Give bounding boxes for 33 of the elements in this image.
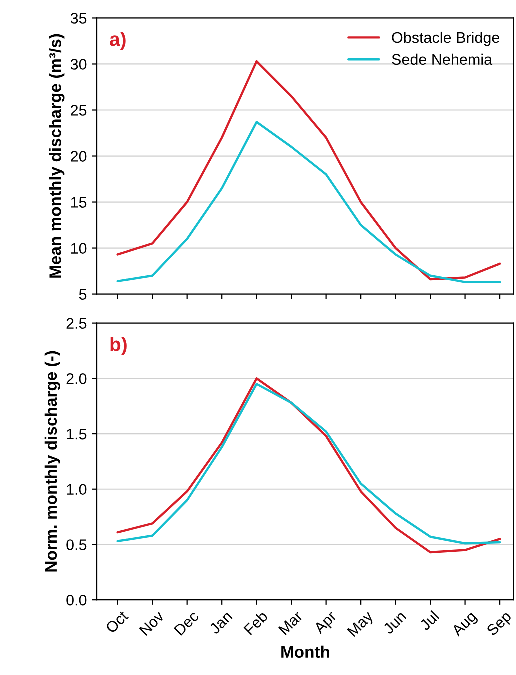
y-axis-title: Norm. monthly discharge (-) bbox=[44, 351, 60, 572]
x-tick-label: Sep bbox=[486, 610, 514, 639]
y-tick-label: 20 bbox=[71, 151, 87, 162]
legend-label: Sede Nehemia bbox=[392, 54, 493, 66]
annotation: b) bbox=[110, 337, 127, 356]
y-tick-label: 0.0 bbox=[66, 594, 87, 606]
x-tick-label: Oct bbox=[105, 610, 130, 634]
x-axis-title: Month bbox=[282, 646, 330, 658]
y-axis-title: Mean monthly discharge (m³/s) bbox=[49, 34, 65, 278]
y-tick-label: 5 bbox=[79, 289, 87, 300]
annotation: a) bbox=[110, 32, 126, 50]
y-tick-label: 0.5 bbox=[66, 540, 87, 550]
x-tick-label: Jan bbox=[208, 610, 233, 635]
x-tick-label: Mar bbox=[278, 610, 304, 636]
x-tick-label: Jun bbox=[382, 610, 407, 635]
x-tick-label: Feb bbox=[243, 610, 269, 636]
y-tick-label: 2.5 bbox=[66, 318, 87, 330]
x-tick-label: Apr bbox=[313, 610, 340, 637]
line-series bbox=[116, 121, 502, 284]
y-tick-label: 30 bbox=[70, 59, 87, 70]
y-tick-label: 35 bbox=[70, 13, 87, 24]
y-tick-label: 15 bbox=[71, 197, 87, 208]
y-tick-label: 2.0 bbox=[66, 374, 87, 384]
x-tick-label: Nov bbox=[139, 610, 166, 636]
legend-label: Obstacle Bridge bbox=[392, 32, 500, 46]
x-tick-label: May bbox=[347, 610, 376, 640]
x-tick-label: Jul bbox=[418, 610, 440, 632]
y-tick-label: 1.5 bbox=[67, 429, 87, 440]
x-tick-label: Dec bbox=[174, 610, 200, 636]
y-tick-label: 25 bbox=[71, 105, 87, 116]
y-tick-label: 10 bbox=[71, 243, 87, 254]
x-tick-label: Aug bbox=[451, 610, 480, 640]
y-tick-label: 1.0 bbox=[67, 484, 87, 496]
